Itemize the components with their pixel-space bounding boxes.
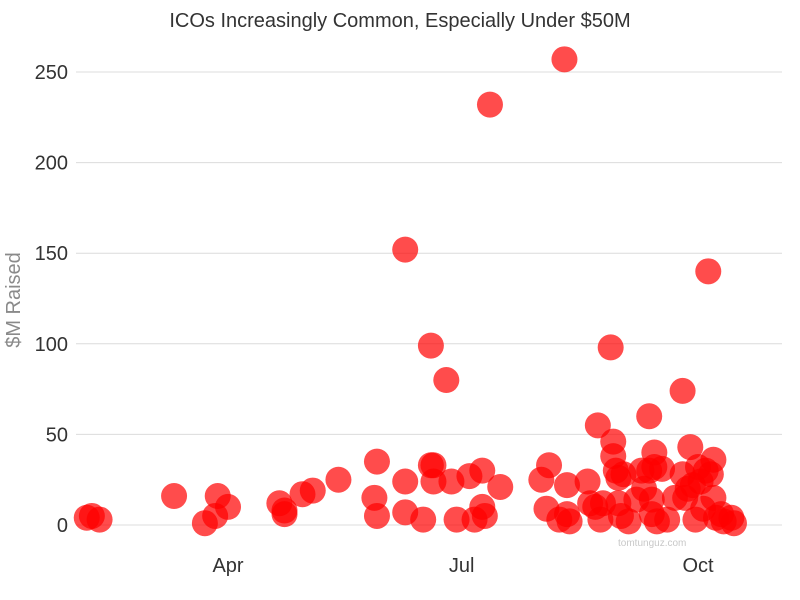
data-point — [597, 334, 624, 361]
data-point — [471, 502, 498, 529]
data-point — [420, 468, 447, 495]
y-tick-label: 200 — [35, 153, 68, 175]
x-tick-label: Jul — [449, 555, 475, 577]
data-point — [654, 506, 681, 533]
data-point — [469, 457, 496, 484]
x-axis-ticks: Apr Jul Oct — [212, 555, 714, 577]
data-point — [325, 466, 352, 493]
data-point — [649, 455, 676, 482]
data-point — [392, 468, 419, 495]
chart-title: ICOs Increasingly Common, Especially Und… — [169, 10, 630, 32]
data-point — [487, 473, 514, 500]
data-point — [556, 508, 583, 535]
data-point — [215, 493, 241, 520]
data-point — [392, 236, 419, 263]
data-point — [574, 468, 601, 495]
data-point — [86, 506, 113, 533]
data-point — [554, 472, 581, 499]
data-points — [73, 46, 747, 537]
data-point — [615, 508, 642, 535]
y-tick-label: 150 — [35, 243, 68, 265]
data-point — [363, 448, 390, 475]
x-tick-label: Oct — [682, 555, 714, 577]
y-tick-label: 0 — [57, 515, 68, 537]
y-axis-label: $M Raised — [3, 252, 25, 348]
data-point — [476, 91, 503, 118]
data-point — [536, 452, 563, 479]
data-point — [433, 367, 460, 394]
data-point — [669, 377, 696, 404]
data-point — [551, 46, 578, 73]
data-point — [695, 258, 722, 285]
y-tick-label: 100 — [35, 334, 68, 356]
watermark: tomtunguz.com — [618, 538, 686, 549]
y-axis-ticks: 0 50 100 150 200 250 — [35, 62, 68, 537]
data-point — [417, 332, 444, 359]
data-point — [271, 497, 298, 524]
x-tick-label: Apr — [212, 555, 243, 577]
data-point — [636, 403, 663, 430]
data-point — [584, 412, 611, 439]
y-tick-label: 250 — [35, 62, 68, 84]
data-point — [363, 502, 390, 529]
data-point — [720, 510, 747, 537]
data-point — [700, 446, 727, 473]
data-point — [410, 506, 437, 533]
data-point — [443, 506, 470, 533]
data-point — [161, 483, 188, 510]
data-point — [677, 434, 704, 461]
y-tick-label: 50 — [46, 424, 68, 446]
data-point — [299, 477, 326, 504]
